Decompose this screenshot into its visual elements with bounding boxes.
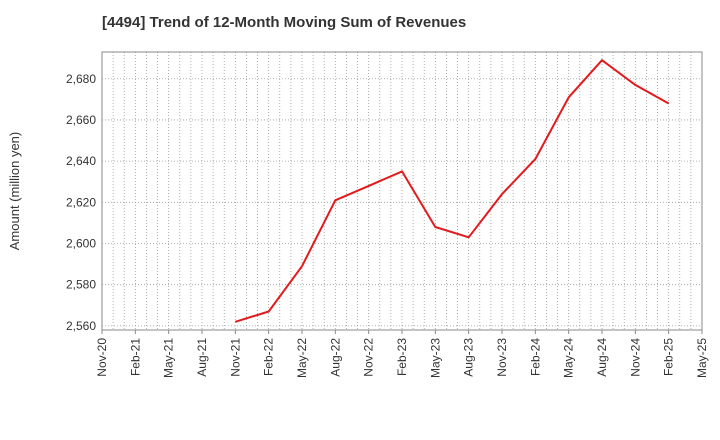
x-tick-label: Aug-21: [195, 338, 209, 377]
x-tick-label: Aug-23: [462, 338, 476, 377]
x-tick-label: Feb-21: [128, 338, 142, 376]
x-tick-label: Aug-24: [595, 338, 609, 377]
y-tick-label: 2,580: [66, 278, 96, 292]
y-axis-ticks: 2,560 2,580 2,600 2,620 2,640 2,660 2,680: [66, 72, 96, 333]
chart-title: [4494] Trend of 12-Month Moving Sum of R…: [102, 14, 467, 31]
x-tick-label: May-24: [562, 338, 576, 378]
x-tick-label: May-23: [428, 338, 442, 378]
y-tick-label: 2,560: [66, 319, 96, 333]
x-tick-label: Nov-23: [495, 338, 509, 377]
series-layer: [235, 59, 670, 323]
x-tick-label: Aug-22: [328, 338, 342, 377]
x-tick-label: Feb-25: [662, 338, 676, 376]
x-tick-label: Feb-22: [262, 338, 276, 376]
x-axis-ticks: Nov-20 Feb-21 May-21 Aug-21 Nov-21 Feb-22 May-…: [95, 330, 709, 378]
y-tick-label: 2,660: [66, 113, 96, 127]
x-tick-label: Nov-21: [228, 338, 242, 377]
y-tick-label: 2,640: [66, 154, 96, 168]
y-tick-label: 2,600: [66, 237, 96, 251]
series-line: [235, 59, 670, 323]
x-tick-label: Feb-23: [395, 338, 409, 376]
x-tick-label: May-22: [295, 338, 309, 378]
y-tick-label: 2,620: [66, 195, 96, 209]
x-tick-label: May-21: [162, 338, 176, 378]
y-tick-label: 2,680: [66, 72, 96, 86]
grid-lines: [102, 52, 702, 330]
x-tick-label: Feb-24: [528, 338, 542, 376]
x-tick-label: May-25: [695, 338, 709, 378]
x-tick-label: Nov-22: [362, 338, 376, 377]
y-axis-title: Amount (million yen): [7, 132, 22, 251]
x-tick-label: Nov-24: [628, 338, 642, 377]
x-tick-label: Nov-20: [95, 338, 109, 377]
